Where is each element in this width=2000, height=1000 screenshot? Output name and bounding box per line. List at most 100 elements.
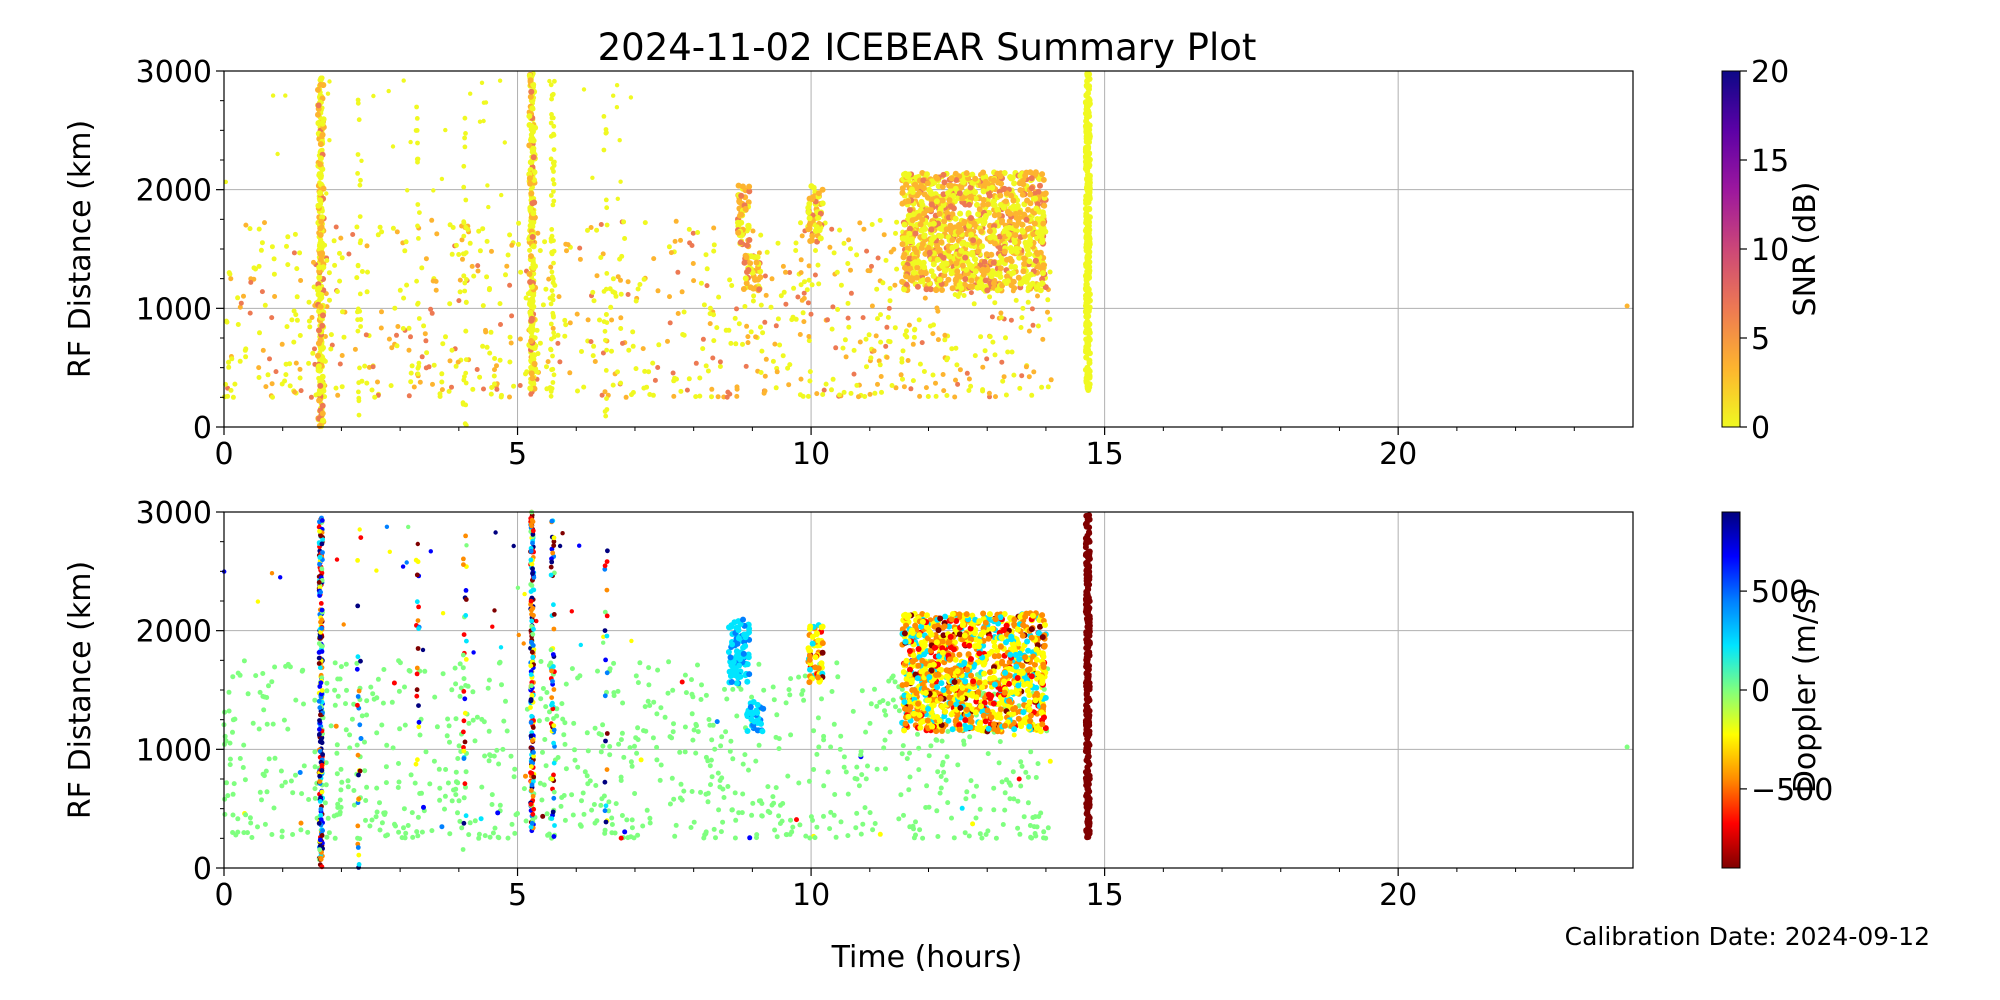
data-point — [508, 753, 514, 759]
data-point — [337, 361, 343, 367]
data-point — [282, 779, 288, 785]
data-point — [355, 558, 360, 563]
data-point — [1025, 299, 1031, 305]
data-point — [972, 268, 979, 275]
data-point — [530, 811, 536, 817]
data-point — [899, 185, 906, 192]
data-point — [728, 738, 734, 744]
data-point — [902, 332, 908, 338]
data-point — [622, 236, 628, 241]
data-point — [977, 217, 984, 224]
data-point — [1003, 280, 1010, 286]
data-point — [805, 393, 811, 399]
data-point — [463, 533, 468, 539]
data-point — [621, 219, 627, 225]
data-point — [414, 665, 420, 671]
data-point — [542, 239, 548, 245]
data-point — [489, 385, 495, 390]
data-point — [693, 360, 699, 366]
data-point — [642, 704, 648, 710]
data-point — [551, 372, 557, 378]
data-point — [548, 264, 554, 270]
data-point — [919, 170, 926, 176]
data-point — [419, 354, 425, 360]
data-point — [475, 268, 481, 274]
data-point — [598, 749, 604, 755]
data-point — [241, 742, 247, 748]
data-point — [629, 817, 635, 823]
data-point — [974, 201, 980, 208]
data-point — [841, 240, 847, 246]
data-point — [1034, 216, 1041, 222]
data-point — [227, 756, 233, 762]
data-point — [624, 817, 630, 823]
data-point — [928, 226, 935, 233]
data-point — [312, 764, 318, 770]
data-point — [530, 210, 537, 217]
data-point — [783, 832, 789, 838]
data-point — [463, 357, 469, 362]
data-point — [887, 298, 893, 304]
data-point — [966, 388, 972, 393]
data-point — [464, 277, 469, 282]
data-point — [961, 200, 968, 207]
data-point — [734, 306, 739, 312]
data-point — [1047, 758, 1053, 764]
data-point — [652, 377, 658, 383]
data-point — [986, 228, 993, 235]
data-point — [410, 834, 416, 840]
data-point — [893, 704, 898, 710]
data-point — [516, 632, 521, 638]
data-point — [952, 170, 959, 177]
data-point — [584, 730, 590, 736]
data-point — [551, 535, 557, 541]
data-point — [936, 276, 943, 283]
data-point — [572, 757, 578, 763]
data-point — [711, 338, 717, 344]
data-point — [574, 311, 580, 317]
data-point — [316, 274, 323, 281]
data-point — [540, 686, 546, 691]
data-point — [621, 754, 627, 760]
data-point — [551, 727, 557, 733]
data-point — [345, 778, 351, 784]
data-point — [595, 668, 600, 674]
data-point — [1017, 385, 1023, 391]
data-point — [646, 369, 652, 375]
data-point — [759, 813, 765, 819]
data-point — [461, 676, 467, 682]
data-point — [575, 388, 580, 394]
data-point — [527, 93, 534, 100]
data-point — [999, 359, 1005, 365]
data-point — [875, 255, 881, 261]
data-point — [927, 206, 934, 213]
data-point — [433, 278, 439, 284]
data-point — [788, 676, 794, 682]
data-point — [316, 698, 322, 704]
data-point — [655, 288, 661, 294]
data-point — [315, 363, 322, 370]
data-point — [967, 283, 974, 290]
data-point — [317, 732, 322, 737]
data-point — [355, 752, 361, 758]
data-point — [447, 301, 453, 307]
data-point — [529, 618, 535, 624]
data-point — [364, 698, 370, 704]
data-point — [334, 289, 340, 294]
data-point — [1028, 749, 1034, 755]
data-point — [597, 317, 602, 323]
data-point — [968, 231, 975, 238]
data-point — [1045, 825, 1051, 831]
data-point — [408, 334, 413, 340]
data-point — [899, 751, 905, 757]
data-point — [773, 785, 779, 791]
data-point — [899, 359, 905, 365]
data-point — [1084, 243, 1091, 249]
data-point — [828, 809, 834, 815]
data-point — [928, 268, 935, 275]
data-point — [697, 375, 703, 381]
data-point — [1020, 305, 1026, 311]
data-point — [806, 338, 812, 344]
data-point — [338, 664, 344, 670]
data-point — [571, 720, 577, 726]
